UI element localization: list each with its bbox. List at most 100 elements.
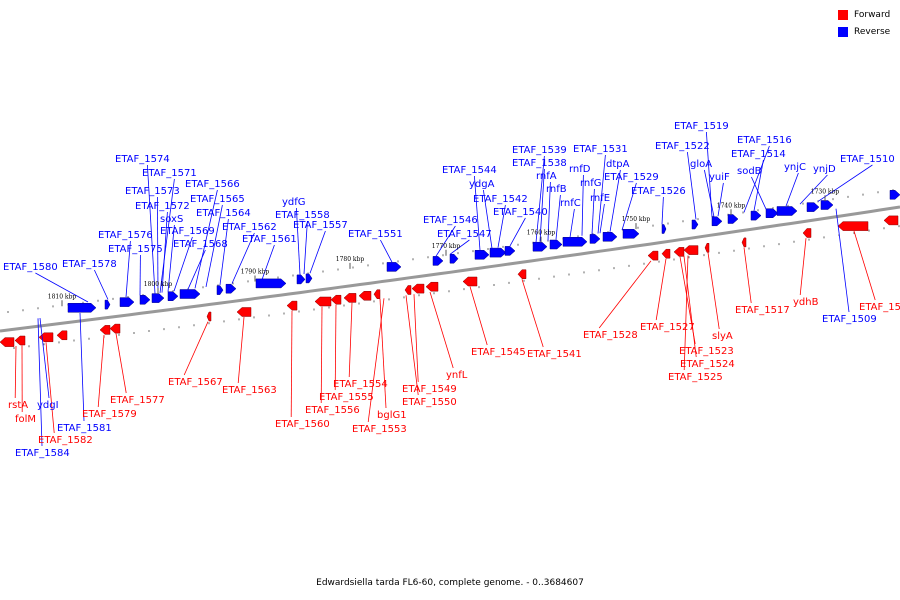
genome-caption: Edwardsiella tarda FL6-60, complete geno…: [316, 578, 584, 588]
leader-line: [94, 269, 109, 300]
leader-line: [147, 164, 156, 294]
forward-gene: [704, 243, 710, 253]
gene-label-etaf-1571: ETAF_1571: [142, 168, 197, 179]
forward-swatch: [838, 10, 848, 20]
reverse-gene: [296, 274, 306, 285]
leader-line: [835, 208, 850, 313]
leader-line: [79, 312, 85, 422]
scale-label-0: 1810 kbp: [48, 293, 77, 300]
reverse-gene: [711, 216, 723, 227]
gene-label-etaf-1550: ETAF_1550: [402, 397, 457, 408]
leader-line: [380, 239, 393, 263]
gene-label-etaf-1555: ETAF_1555: [319, 392, 374, 403]
leader-line: [348, 302, 353, 378]
gene-label-yuif: yuiF: [709, 172, 730, 183]
gene-label-etaf-1562: ETAF_1562: [222, 222, 277, 233]
forward-gene: [741, 237, 747, 248]
leader-line: [37, 318, 43, 447]
gene-label-rnfa: rnfA: [536, 171, 557, 182]
leader-line: [687, 151, 697, 220]
leader-line: [290, 310, 293, 418]
gene-label-etaf-1529: ETAF_1529: [604, 172, 659, 183]
gene-label-etaf-1544: ETAF_1544: [442, 165, 497, 176]
gene-label-etaf-1582: ETAF_1582: [38, 435, 93, 446]
gene-label-etaf-1554: ETAF_1554: [333, 379, 388, 390]
gene-label-etaf-1574: ETAF_1574: [115, 154, 170, 165]
scale-label-7: 1740 kbp: [717, 202, 746, 209]
reverse-gene: [449, 253, 459, 264]
gene-label-slya: slyA: [712, 331, 733, 342]
leader-line: [717, 182, 724, 217]
leader-line: [535, 155, 545, 243]
leader-line: [159, 178, 175, 293]
scale-labels: 1810 kbp 1800 kbp 1790 kbp 1780 kbp 1770 kbp…: [48, 188, 839, 307]
reverse-gene: [532, 241, 548, 252]
reverse-gene: [151, 293, 165, 303]
gene-features: [0, 190, 900, 347]
gene-label-etaf-1509: ETAF_1509: [822, 314, 877, 325]
leader-line: [509, 217, 526, 247]
forward-gene: [425, 281, 439, 292]
leader-line: [483, 189, 493, 249]
reverse-gene: [474, 250, 490, 260]
reverse-gene: [432, 256, 444, 266]
gene-label-etaf-1577: ETAF_1577: [110, 395, 165, 406]
leader-line: [429, 291, 454, 369]
gene-label-etaf-1528: ETAF_1528: [583, 330, 638, 341]
leader-line: [661, 196, 664, 225]
gene-label-etaf-1575: ETAF_1575: [108, 244, 163, 255]
gene-label-etaf-1569: ETAF_1569: [160, 226, 215, 237]
leader-line: [469, 286, 488, 346]
gene-label-rnfb: rnfB: [546, 184, 567, 195]
leader-line: [157, 196, 159, 294]
gene-label-bglg1: bglG1: [377, 410, 407, 421]
gene-label-etaf-1508: ETAF_1508: [859, 302, 900, 313]
gene-label-ydhb: ydhB: [793, 297, 819, 308]
forward-gene: [411, 283, 425, 294]
gene-label-soxs: soxS: [160, 214, 183, 225]
leader-line: [753, 159, 764, 211]
reverse-gene: [750, 210, 762, 221]
reverse-gene: [661, 224, 667, 234]
leader-line: [45, 342, 55, 434]
gene-label-ydga: ydgA: [469, 179, 495, 190]
forward-gene: [0, 337, 15, 347]
reverse-gene: [179, 289, 201, 299]
leader-line: [799, 174, 828, 205]
reverse-gene: [225, 283, 237, 294]
reverse-gene: [216, 285, 224, 295]
leader-line: [655, 258, 667, 321]
gene-label-rsta: rstA: [8, 400, 28, 411]
leader-line: [183, 321, 209, 376]
gene-label-etaf-1517: ETAF_1517: [735, 305, 790, 316]
leader-line: [367, 298, 385, 423]
forward-label: Forward: [854, 10, 891, 20]
leader-line: [581, 174, 584, 236]
reverse-gene: [622, 229, 640, 239]
gene-label-etaf-1581: ETAF_1581: [57, 423, 112, 434]
leader-line: [167, 224, 175, 292]
gene-label-etaf-1578: ETAF_1578: [62, 259, 117, 270]
gene-label-etaf-1541: ETAF_1541: [527, 349, 582, 360]
leader-line: [599, 203, 605, 234]
leader-line: [35, 272, 89, 303]
leader-line: [569, 208, 575, 238]
leader-line: [521, 279, 544, 348]
leader-line: [683, 255, 689, 371]
leader-line: [405, 295, 419, 396]
leader-line: [303, 220, 308, 275]
gene-label-rnfg: rnfG: [580, 178, 602, 189]
reverse-gene: [776, 206, 798, 216]
forward-gene: [883, 215, 899, 226]
reverse-gene: [562, 237, 588, 247]
reverse-gene: [765, 208, 779, 218]
leader-line: [591, 188, 595, 235]
leader-line: [14, 345, 17, 399]
gene-label-gloa: gloA: [690, 159, 712, 170]
leader-line: [704, 169, 715, 217]
gene-label-etaf-1538: ETAF_1538: [512, 158, 567, 169]
gene-label-rnfd: rnfD: [569, 164, 591, 175]
reverse-gene: [255, 278, 287, 289]
gene-label-ynfl: ynfL: [446, 370, 468, 381]
